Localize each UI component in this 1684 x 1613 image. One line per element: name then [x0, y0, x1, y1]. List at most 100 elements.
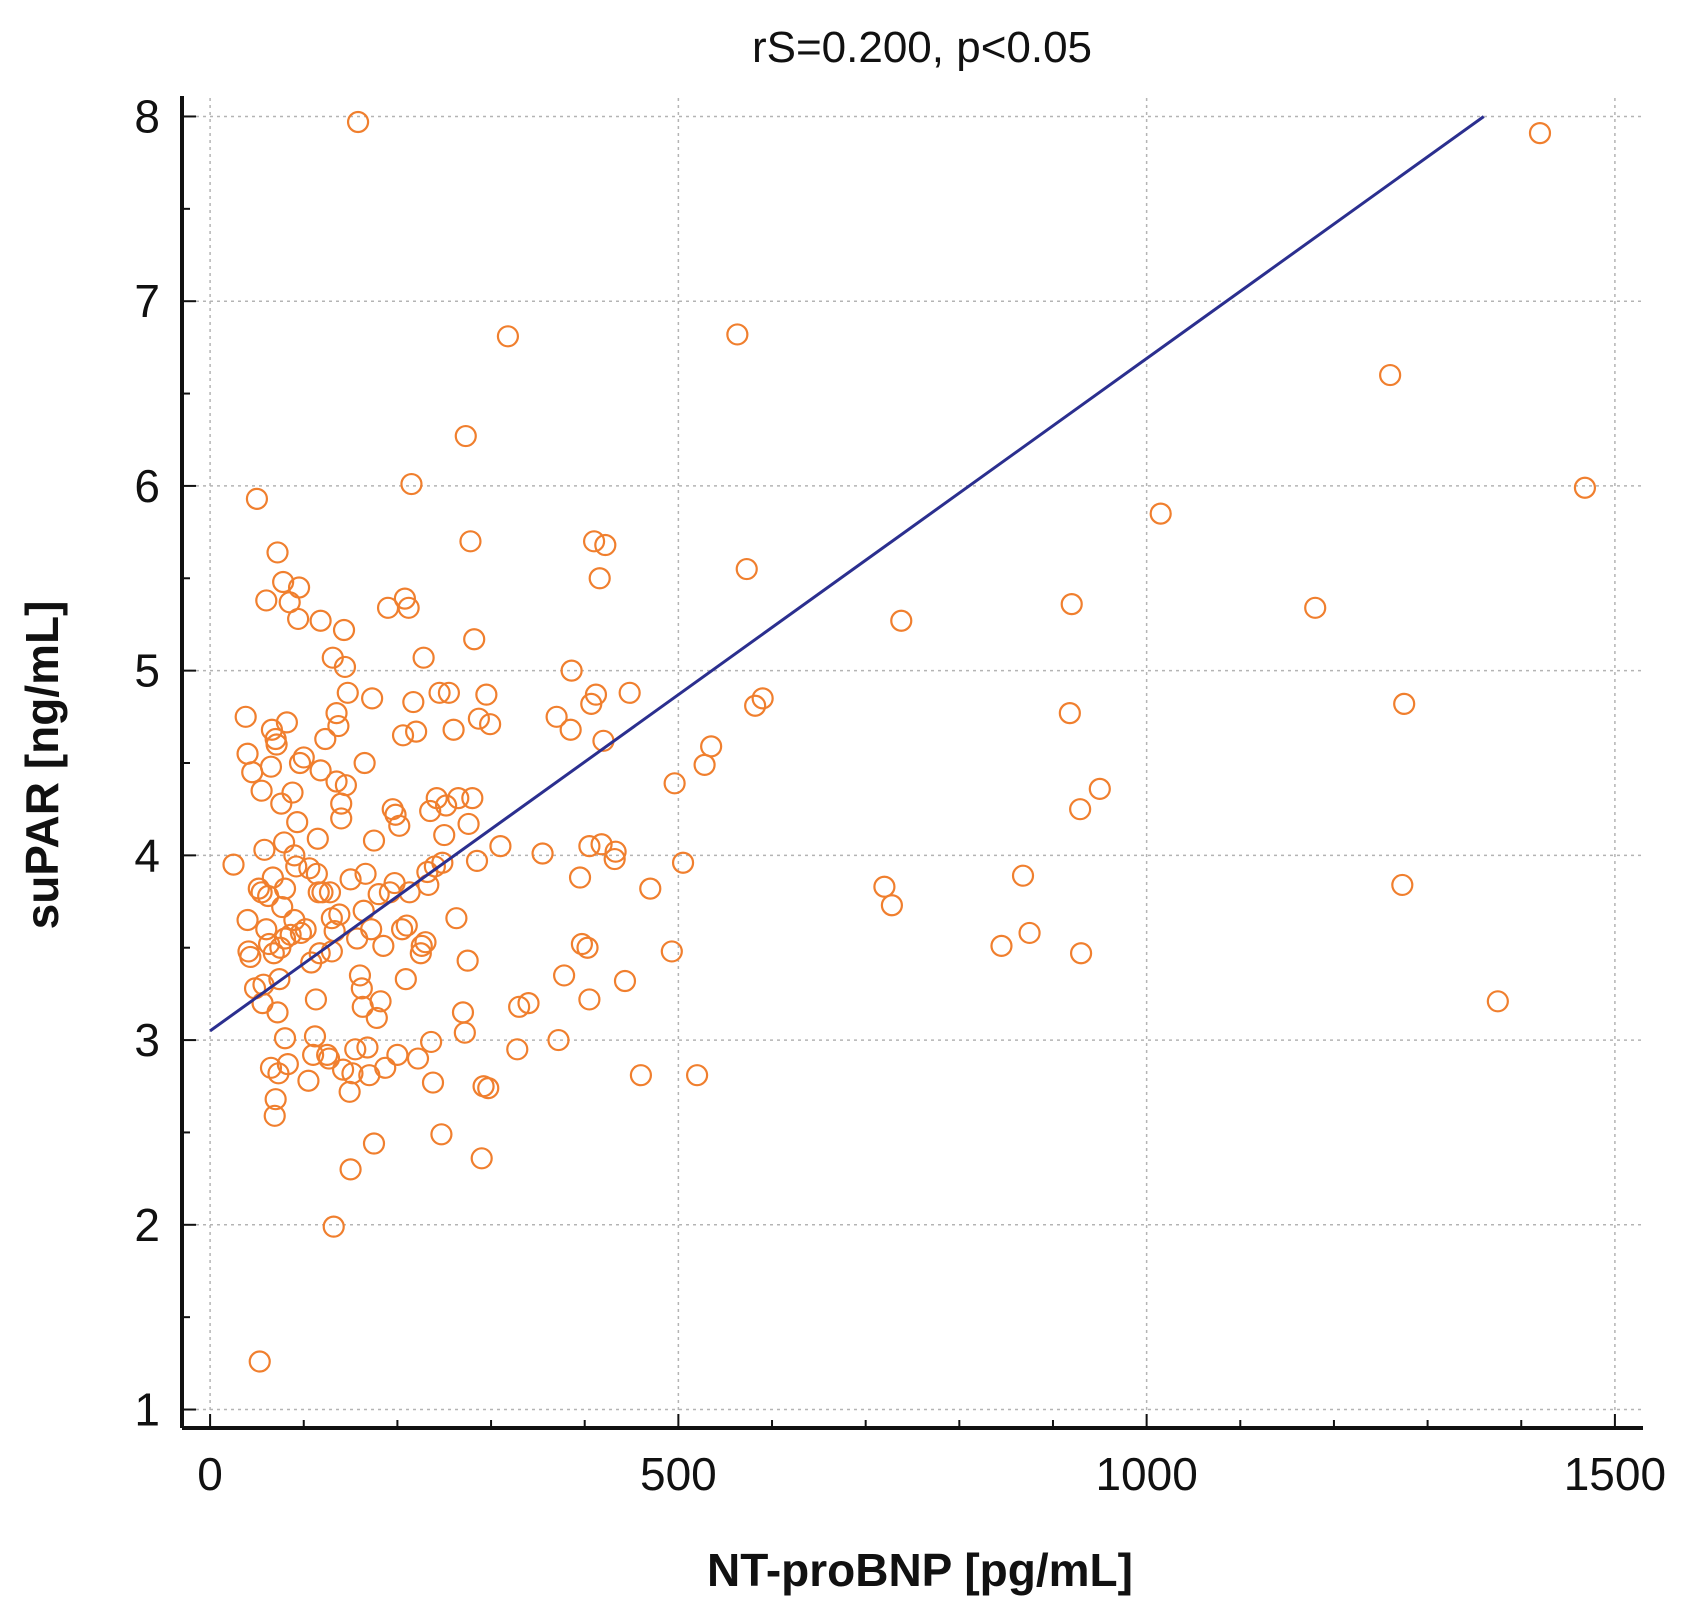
data-point	[613, 969, 637, 993]
data-point	[273, 927, 297, 950]
data-point	[287, 576, 311, 599]
data-point	[660, 940, 683, 963]
data-point	[618, 681, 641, 704]
data-point	[394, 968, 417, 991]
data-point	[341, 1062, 364, 1085]
x-axis-title: NT-proBNP [pg/mL]	[707, 1544, 1133, 1596]
data-point	[271, 895, 294, 919]
data-point	[671, 851, 695, 874]
data-point	[262, 942, 285, 965]
data-point	[270, 792, 293, 815]
data-point	[354, 862, 377, 885]
data-point	[372, 934, 395, 957]
data-point	[428, 681, 451, 704]
data-point	[590, 833, 613, 856]
data-point	[451, 1001, 475, 1024]
data-point	[294, 918, 317, 941]
data-point	[880, 894, 903, 917]
y-tick-label: 6	[134, 460, 160, 512]
data-point	[890, 609, 913, 632]
data-point	[1011, 864, 1035, 887]
data-point	[263, 1104, 286, 1127]
data-point	[331, 1058, 355, 1081]
data-point	[629, 1064, 653, 1087]
regression-line-layer	[209, 115, 1485, 1033]
data-point	[459, 530, 482, 553]
data-point	[395, 914, 418, 937]
data-point	[693, 753, 716, 776]
data-point	[547, 1028, 570, 1052]
data-point	[222, 853, 245, 876]
data-point	[545, 705, 568, 728]
x-tick-label: 1500	[1564, 1448, 1666, 1500]
data-point	[304, 988, 328, 1011]
data-point	[325, 702, 348, 725]
data-point	[334, 774, 357, 797]
data-point	[311, 881, 334, 904]
data-point	[330, 807, 353, 830]
data-point	[327, 714, 350, 738]
data-point	[1058, 702, 1081, 725]
data-point	[700, 735, 723, 758]
data-point	[442, 718, 465, 741]
data-point	[531, 842, 554, 865]
data-point	[553, 964, 576, 987]
data-point	[346, 110, 370, 134]
data-point	[1018, 921, 1041, 945]
data-point	[588, 567, 611, 590]
data-point	[433, 823, 456, 847]
data-point	[276, 1052, 299, 1076]
data-point	[1069, 798, 1092, 821]
data-point	[414, 931, 437, 954]
data-point	[348, 964, 372, 987]
data-point	[273, 877, 297, 900]
data-point	[603, 847, 626, 871]
data-point	[1088, 777, 1111, 800]
data-point	[508, 995, 531, 1018]
data-point	[287, 607, 310, 631]
grid-layer	[182, 98, 1643, 1428]
y-tick-label: 3	[134, 1014, 160, 1066]
data-point	[236, 742, 259, 765]
data-point	[281, 781, 304, 804]
data-point	[239, 945, 262, 969]
data-point	[384, 803, 407, 826]
data-point	[489, 835, 512, 858]
data-point	[279, 923, 302, 946]
data-point	[463, 628, 486, 651]
data-point	[265, 733, 288, 756]
data-point	[397, 596, 420, 619]
data-point	[352, 899, 375, 922]
data-point	[250, 779, 273, 802]
data-point	[286, 811, 309, 834]
x-tick-label: 1000	[1095, 1448, 1197, 1500]
data-point	[1573, 476, 1597, 499]
data-point	[1149, 502, 1172, 525]
data-point	[272, 831, 296, 854]
data-point	[356, 1036, 379, 1059]
data-point	[333, 655, 357, 679]
data-point	[447, 786, 470, 810]
y-tick-label: 5	[134, 645, 160, 697]
data-point	[456, 949, 479, 972]
y-tick-label: 2	[134, 1199, 160, 1251]
data-point	[1528, 121, 1552, 145]
data-point	[393, 587, 416, 610]
data-point	[402, 690, 425, 714]
data-point	[751, 687, 774, 710]
data-point	[332, 618, 356, 642]
data-point	[344, 1038, 367, 1061]
data-point	[453, 1021, 476, 1044]
data-point	[663, 772, 686, 795]
data-point	[1304, 596, 1327, 619]
data-point	[639, 877, 662, 900]
data-point	[268, 968, 291, 991]
data-point	[409, 942, 432, 965]
data-point	[568, 866, 592, 889]
data-point	[367, 883, 390, 906]
data-point	[461, 786, 484, 810]
data-point	[386, 1043, 409, 1066]
data-point	[431, 851, 454, 874]
data-point	[234, 705, 257, 728]
